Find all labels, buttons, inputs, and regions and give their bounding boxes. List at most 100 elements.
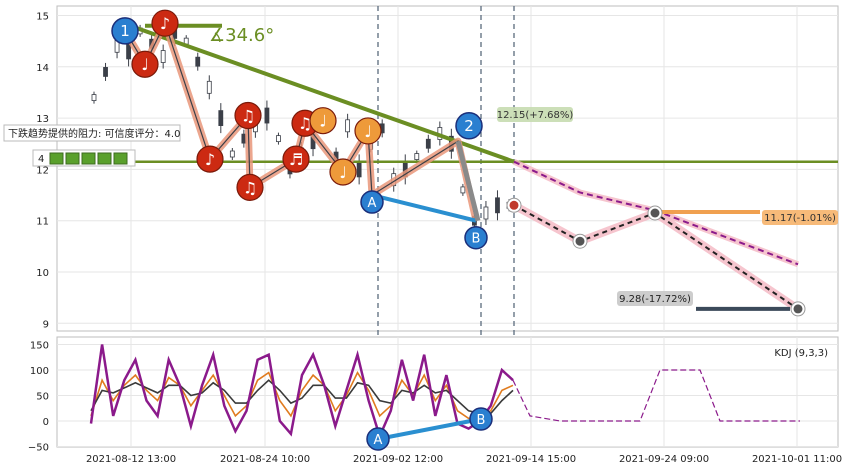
forecast-node: [793, 304, 803, 314]
wave-marker: [455, 112, 483, 140]
mid-label-bg: [762, 210, 838, 225]
note-marker: [282, 145, 310, 173]
forecast-node: [509, 200, 519, 210]
candle: [206, 80, 212, 94]
kdj-line-J: [89, 344, 514, 440]
note-marker-glyph: ♩: [141, 55, 149, 74]
resistance-label: 下跌趋势提供的阻力: 可信度评分：4.0: [8, 127, 180, 140]
wave-2-leg: [455, 140, 481, 222]
y-tick-label: 50: [36, 392, 49, 403]
wave-marker-label: B: [472, 232, 481, 247]
forecast-node: [650, 208, 660, 218]
lower-wave-marker-label: B: [477, 413, 486, 428]
candle: [103, 67, 108, 77]
note-marker-glyph: ♩: [319, 112, 327, 131]
candle: [126, 43, 131, 60]
high-label: 12.15(+7.68%): [497, 110, 574, 121]
candle: [345, 119, 351, 133]
candle: [160, 50, 166, 63]
upper-grid: [57, 6, 838, 331]
wave-markers: ♩ ♪ ♪ ♫ ♫ ♬ ♫ ♩ ♩ ♩ 1 2 A B: [111, 9, 488, 250]
lower-wave-marker: [469, 407, 493, 431]
note-marker-glyph: ♫: [241, 107, 255, 126]
vertical-dashed-lines: [377, 6, 515, 447]
note-marker-glyph: ♫: [298, 114, 312, 133]
x-tick-label: 2021-08-12 13:00: [86, 454, 176, 465]
mid-label: 11.17(-1.01%): [764, 213, 836, 224]
note-marker-glyph: ♫: [243, 178, 257, 197]
kdj-legend: KDJ (9,3,3): [774, 348, 828, 359]
y-tick-label: 13: [36, 114, 49, 125]
note-marker: [196, 145, 224, 173]
y-tick-label: 14: [36, 63, 49, 74]
x-tick-label: 2021-09-02 12:00: [353, 454, 443, 465]
x-ticks: 2021-08-12 13:00 2021-08-24 10:00 2021-09-…: [86, 454, 842, 465]
upper-y-ticks: 15 14 13 12 11 10 9: [36, 12, 49, 331]
x-tick-label: 2021-10-01 11:00: [752, 454, 842, 465]
kdj-lines: [89, 344, 800, 440]
note-marker: [131, 50, 159, 78]
y-tick-label: 15: [36, 12, 49, 23]
wave-marker: [464, 225, 488, 250]
trend-angle-label: ∡34.6°: [209, 25, 274, 46]
ab-line: [371, 193, 477, 223]
candle: [495, 197, 500, 214]
score-icon: [65, 152, 80, 165]
candle: [218, 110, 224, 126]
lower-ab-line: [377, 417, 482, 441]
note-marker-glyph: ♪: [205, 150, 215, 169]
note-marker: [329, 158, 357, 186]
y-tick-label: 9: [43, 319, 49, 330]
score-icon: [97, 152, 112, 165]
y-tick-label: 0: [43, 417, 49, 428]
candle: [460, 186, 466, 194]
low-label-bg: [617, 291, 693, 306]
note-marker: [151, 9, 179, 37]
low-label: 9.28(-17.72%): [619, 294, 691, 305]
wave-marker-label: 1: [120, 22, 130, 40]
candle: [414, 153, 420, 160]
candle: [425, 138, 431, 149]
note-marker-glyph: ♬: [289, 150, 303, 169]
note-marker-glyph: ♩: [364, 122, 372, 141]
x-tick-label: 2021-09-24 09:00: [619, 454, 709, 465]
wave-marker-label: A: [368, 196, 377, 211]
y-tick-label: 10: [36, 268, 49, 279]
forecast-main-line: [513, 204, 799, 310]
x-tick-label: 2021-08-24 10:00: [220, 454, 310, 465]
forecast-node: [575, 236, 585, 246]
score-icon: [49, 152, 64, 165]
note-marker-glyph: ♪: [160, 14, 170, 33]
lower-y-ticks: 150 100 50 0 −50: [28, 341, 49, 454]
score-icon: [81, 152, 96, 165]
lower-markers: AB: [366, 407, 493, 451]
value-labels: 12.15(+7.68%) 11.17(-1.01%) 9.28(-17.72%) 下…: [3, 107, 838, 306]
candle: [483, 206, 489, 220]
note-marker: [234, 101, 262, 130]
forecast-lines: [506, 158, 806, 317]
candle: [264, 107, 270, 124]
note-marker: [354, 117, 382, 145]
candle: [91, 94, 97, 101]
candle: [276, 135, 281, 143]
wave-marker-label: 2: [464, 117, 474, 135]
upper-plot-frame: [56, 5, 839, 332]
resistance-small-label: 4: [38, 154, 44, 165]
note-marker: [236, 173, 264, 201]
high-label-bg: [497, 107, 573, 122]
candle: [356, 161, 362, 178]
candle: [229, 150, 235, 158]
y-tick-label: 11: [36, 217, 49, 228]
note-marker: [309, 107, 337, 135]
y-tick-label: 150: [30, 341, 49, 352]
note-marker-glyph: ♩: [339, 163, 347, 182]
resistance-box: [3, 124, 181, 142]
lower-grid: [57, 337, 838, 447]
lower-wave-marker-label: A: [374, 433, 383, 448]
wave-marker: [111, 17, 139, 45]
wave-marker: [360, 190, 384, 214]
y-tick-label: 100: [30, 366, 49, 377]
